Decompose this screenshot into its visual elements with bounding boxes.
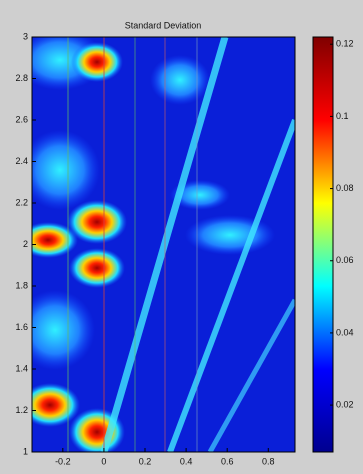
x-tick-label: 0.2 (139, 456, 152, 466)
heatmap-image (32, 37, 295, 452)
y-tick-label: 2.8 (15, 73, 28, 83)
x-tick-label: 0.6 (221, 456, 234, 466)
chart-title: Standard Deviation (125, 20, 202, 30)
colorbar-tick-label: 0.02 (336, 399, 354, 409)
colorbar-tick-label: 0.04 (336, 327, 354, 337)
y-tick-label: 3 (23, 31, 28, 41)
x-tick-label: 0 (101, 456, 106, 466)
y-tick-label: 2 (23, 239, 28, 249)
y-tick-label: 2.4 (15, 156, 28, 166)
y-tick-label: 1.6 (15, 322, 28, 332)
colorbar-tick-label: 0.12 (336, 39, 354, 49)
y-tick-label: 1.2 (15, 405, 28, 415)
x-tick-label: 0.4 (180, 456, 193, 466)
y-tick-label: 1.8 (15, 280, 28, 290)
colorbar-tick-label: 0.06 (336, 255, 354, 265)
colorbar-tick-label: 0.08 (336, 183, 354, 193)
x-tick-label: 0.8 (262, 456, 275, 466)
y-tick-label: 1.4 (15, 363, 28, 373)
y-tick-label: 2.2 (15, 197, 28, 207)
y-tick-label: 2.6 (15, 114, 28, 124)
colorbar-tick-label: 0.1 (336, 111, 349, 121)
colorbar (312, 36, 334, 453)
x-tick-label: -0.2 (55, 456, 71, 466)
y-tick-label: 1 (23, 446, 28, 456)
